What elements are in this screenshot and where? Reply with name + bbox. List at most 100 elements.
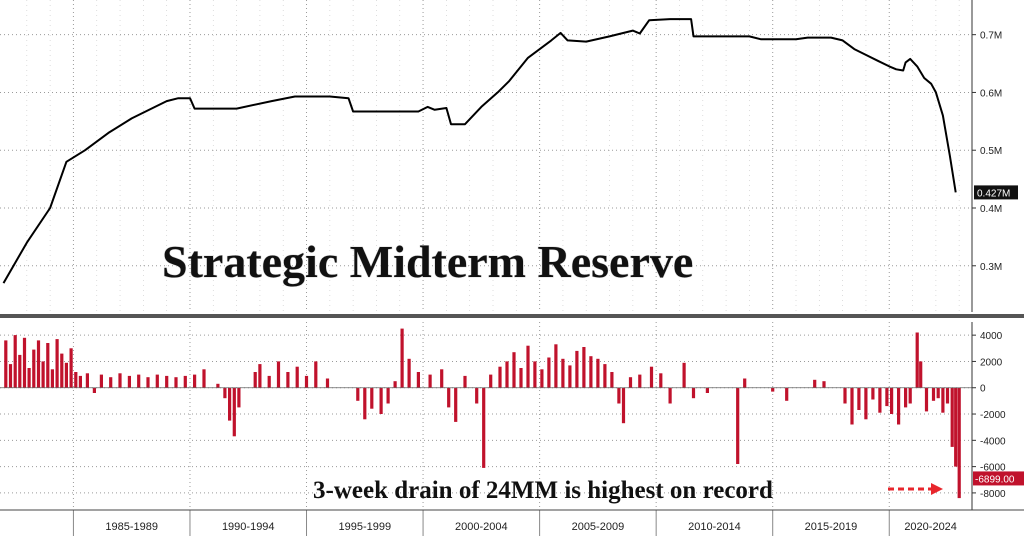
x-tick-label: 1990-1994 xyxy=(222,521,275,533)
bar xyxy=(13,335,17,388)
bar xyxy=(813,379,817,388)
bar xyxy=(596,358,600,388)
bar xyxy=(386,387,390,404)
bar xyxy=(325,378,330,388)
bar xyxy=(223,387,227,399)
bar xyxy=(46,343,50,388)
bar xyxy=(36,340,41,388)
bar xyxy=(668,387,672,404)
bar xyxy=(941,387,945,413)
bar xyxy=(649,366,654,388)
bar xyxy=(603,364,607,388)
bar xyxy=(454,387,458,422)
bar xyxy=(628,377,633,388)
bar xyxy=(155,374,159,388)
bar xyxy=(924,387,929,412)
bar xyxy=(314,361,318,388)
last-value-badge-top xyxy=(974,185,1018,200)
bar xyxy=(575,350,579,388)
bar xyxy=(850,387,854,425)
bar xyxy=(919,361,923,388)
bar xyxy=(582,347,586,388)
bar xyxy=(512,352,516,388)
last-value-label-bottom: -6899.00 xyxy=(975,474,1015,485)
bar xyxy=(561,358,565,388)
bar xyxy=(109,377,113,388)
bar xyxy=(822,381,826,388)
bar xyxy=(228,387,232,421)
bar xyxy=(533,361,537,388)
bar xyxy=(202,369,206,388)
bar xyxy=(936,387,940,399)
bar xyxy=(118,373,122,388)
bar xyxy=(393,381,397,388)
panel-separator xyxy=(0,314,1024,318)
top-panel-bg xyxy=(0,0,972,312)
bar xyxy=(41,361,45,388)
bar xyxy=(736,387,740,464)
annotation-text: 3-week drain of 24MM is highest on recor… xyxy=(313,477,773,504)
bar xyxy=(857,387,861,410)
bar xyxy=(540,369,544,388)
bar xyxy=(682,362,686,388)
bar xyxy=(237,387,241,408)
bar xyxy=(659,373,663,388)
y-tick-label-bottom: -6000 xyxy=(980,463,1006,474)
bar xyxy=(253,372,257,388)
bar xyxy=(363,387,367,420)
bar xyxy=(475,387,479,404)
y-tick-label-top: 0.5M xyxy=(980,146,1002,157)
bar xyxy=(890,387,894,414)
bar xyxy=(165,375,169,388)
annotation-arrow xyxy=(888,483,943,495)
x-tick-label: 2020-2024 xyxy=(904,521,957,533)
grid-layer xyxy=(0,0,972,510)
bar xyxy=(50,369,54,388)
bar xyxy=(60,353,64,388)
bar xyxy=(379,387,383,414)
bar xyxy=(193,374,197,388)
bar xyxy=(400,328,404,388)
bar xyxy=(691,387,696,399)
y-tick-label-top: 0.7M xyxy=(980,31,1002,42)
bar xyxy=(440,369,444,388)
bar xyxy=(897,387,901,425)
bar xyxy=(55,339,59,388)
bar xyxy=(878,387,882,413)
bar xyxy=(568,365,572,388)
bar xyxy=(463,375,467,388)
bar xyxy=(78,375,82,388)
bar xyxy=(27,368,31,388)
bar xyxy=(216,383,220,388)
bar xyxy=(904,387,908,408)
x-tick-label: 2015-2019 xyxy=(805,521,858,533)
bar xyxy=(74,372,78,388)
x-tick-label: 2005-2009 xyxy=(572,521,625,533)
bar xyxy=(871,387,875,400)
bar xyxy=(498,366,502,388)
x-tick-label: 2000-2004 xyxy=(455,521,508,533)
reserve-line xyxy=(2,18,957,284)
bar xyxy=(183,375,187,388)
bottom-panel-bg xyxy=(0,322,972,510)
bar xyxy=(950,387,954,447)
bar xyxy=(526,345,530,388)
bar xyxy=(428,374,432,388)
bar xyxy=(8,364,13,388)
bar xyxy=(864,387,868,420)
bar xyxy=(174,377,178,388)
bar xyxy=(885,387,889,407)
bar xyxy=(638,374,642,388)
bar xyxy=(954,387,958,467)
x-tick-label: 1985-1989 xyxy=(105,521,158,533)
bar xyxy=(137,374,141,388)
y-tick-label-top: 0.6M xyxy=(980,88,1002,99)
x-tick-label: 1995-1999 xyxy=(338,521,391,533)
bar xyxy=(482,387,486,468)
bar xyxy=(589,356,593,388)
y-tick-label-bottom: 4000 xyxy=(980,331,1003,342)
bar xyxy=(610,372,614,388)
chart-title: Strategic Midterm Reserve xyxy=(162,236,693,287)
